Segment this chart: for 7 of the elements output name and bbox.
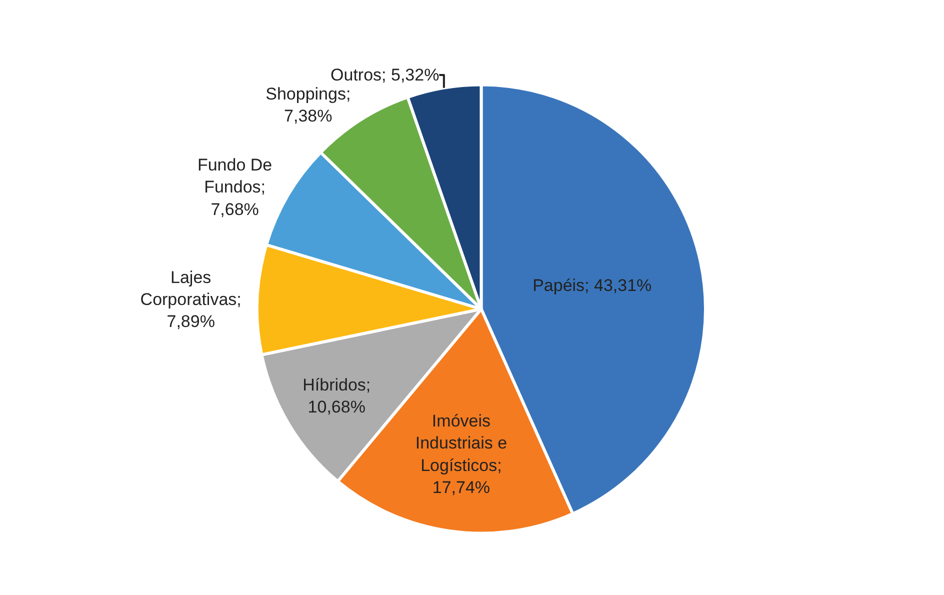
slice-label: Imóveis Industriais e Logísticos; 17,74%: [415, 412, 508, 497]
slice-label: Papéis; 43,31%: [532, 276, 652, 295]
slice-label: Híbridos; 10,68%: [302, 375, 371, 416]
slice-label: Outros; 5,32%: [330, 66, 440, 85]
slice-label: Fundo De Fundos; 7,68%: [197, 156, 272, 219]
slice-label: Shoppings; 7,38%: [266, 84, 351, 126]
slice-label: Lajes Corporativas; 7,89%: [140, 268, 242, 332]
